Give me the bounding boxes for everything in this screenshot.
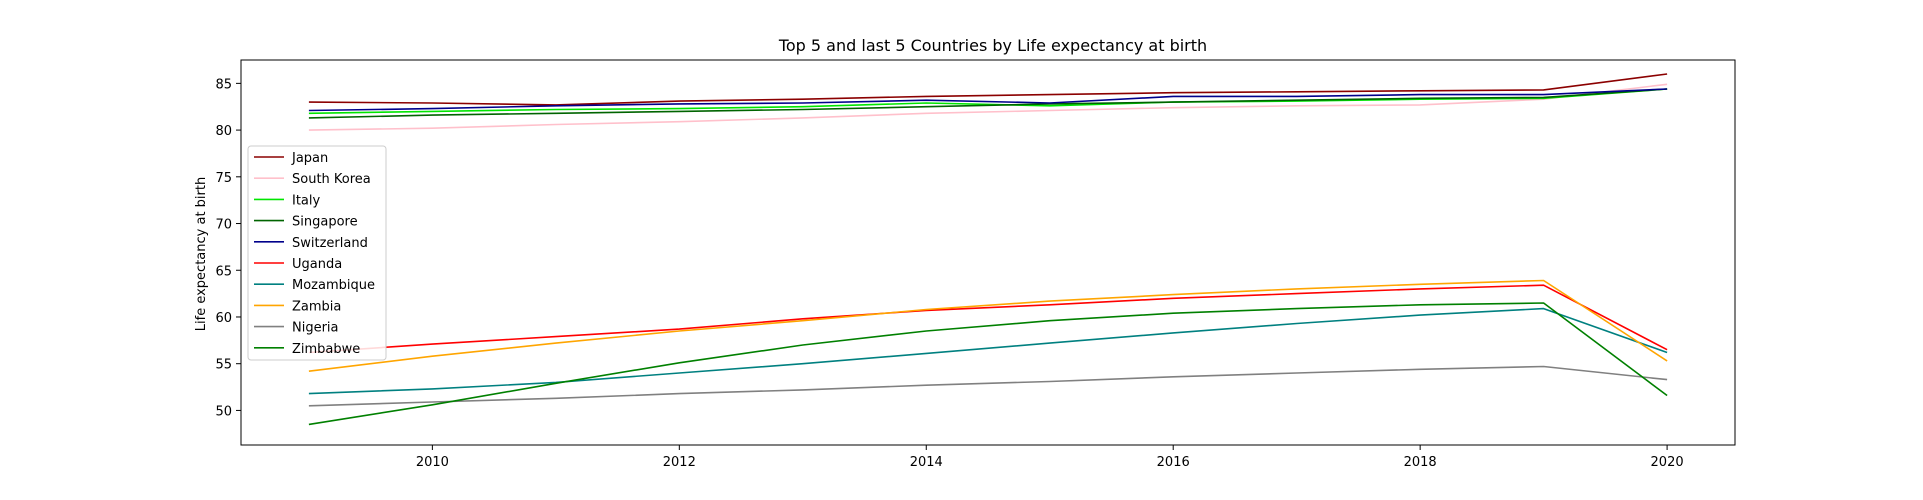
series-line-nigeria: [308, 365, 1668, 407]
x-tick-label: 2014: [910, 455, 943, 470]
chart-title: Top 5 and last 5 Countries by Life expec…: [778, 36, 1207, 55]
series-line-japan: [308, 73, 1668, 106]
y-tick-label: 60: [215, 311, 232, 326]
y-tick-label: 65: [215, 264, 232, 279]
legend-label-mozambique: Mozambique: [292, 278, 375, 293]
x-tick-label: 2010: [416, 455, 449, 470]
legend-label-nigeria: Nigeria: [292, 321, 339, 336]
legend-label-zimbabwe: Zimbabwe: [292, 342, 360, 357]
legend-label-italy: Italy: [292, 193, 321, 208]
series-line-mozambique: [308, 307, 1668, 395]
legend-label-zambia: Zambia: [292, 299, 341, 314]
y-tick-label: 85: [215, 77, 232, 92]
series-line-south-korea: [308, 83, 1668, 131]
legend-label-japan: Japan: [291, 151, 328, 166]
y-tick-label: 70: [215, 218, 232, 233]
y-axis: 50 55 60 65 70 75 80 85: [215, 77, 241, 419]
legend-label-singapore: Singapore: [292, 215, 358, 230]
series-layer: [308, 73, 1668, 426]
legend-label-uganda: Uganda: [292, 257, 342, 272]
x-tick-label: 2012: [663, 455, 696, 470]
x-tick-label: 2016: [1157, 455, 1190, 470]
y-tick-label: 50: [215, 404, 232, 419]
plot-area-frame: [240, 59, 1736, 446]
series-line-zimbabwe: [308, 302, 1668, 426]
y-tick-label: 75: [215, 171, 232, 186]
series-line-italy: [308, 88, 1668, 115]
x-tick-label: 2018: [1404, 455, 1437, 470]
series-line-zambia: [308, 279, 1668, 372]
y-tick-label: 55: [215, 358, 232, 373]
legend: Japan South Korea Italy Singapore Switzerlan…: [247, 145, 387, 361]
series-line-singapore: [308, 88, 1668, 119]
y-tick-label: 80: [215, 124, 232, 139]
series-line-switzerland: [308, 88, 1668, 112]
x-tick-label: 2020: [1651, 455, 1684, 470]
series-line-uganda: [308, 284, 1668, 354]
x-axis: 2010 2012 2014 2016 2018 2020: [416, 445, 1684, 470]
y-axis-label: Life expectancy at birth: [194, 177, 209, 331]
legend-label-switzerland: Switzerland: [292, 236, 368, 251]
legend-label-south-korea: South Korea: [292, 172, 371, 187]
